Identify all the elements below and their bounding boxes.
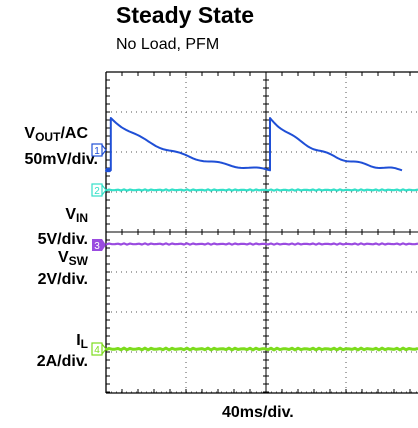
channel-1-scale-label: 50mV/div. bbox=[24, 151, 98, 168]
channel-4-marker-box bbox=[91, 342, 103, 356]
chart-title: Steady State bbox=[116, 2, 255, 28]
chart-subtitle: No Load, PFM bbox=[116, 36, 220, 53]
channel-4-marker-number: 4 bbox=[94, 345, 100, 356]
trace-sw bbox=[105, 242, 418, 246]
channel-2-marker: 2 bbox=[91, 183, 107, 197]
channel-3-scale-label: 2V/div. bbox=[37, 271, 88, 288]
channel-1-marker-number: 1 bbox=[94, 146, 100, 157]
channel-3-marker-number: 3 bbox=[94, 241, 100, 252]
channel-1-name-label: VOUT/AC bbox=[24, 125, 88, 144]
channel-3-marker-box bbox=[92, 239, 102, 251]
channel-3-name-label: VSW bbox=[57, 249, 88, 268]
channel-1-marker-box bbox=[91, 143, 103, 157]
trace-out bbox=[105, 117, 403, 173]
channel-4-name-label: IL bbox=[76, 332, 88, 351]
channel-1-marker: 1 bbox=[91, 143, 107, 157]
channel-markers: 1 2 3 4 bbox=[91, 143, 107, 356]
trace-in bbox=[105, 188, 418, 192]
channel-3-marker-arrow bbox=[102, 239, 106, 251]
channel-2-marker-box bbox=[91, 183, 103, 197]
channel-2-name-label: VIN bbox=[65, 206, 88, 225]
traces bbox=[105, 117, 418, 352]
graticule bbox=[105, 71, 418, 394]
channel-4-marker: 4 bbox=[91, 342, 107, 356]
channel-2-scale-label: 5V/div. bbox=[37, 231, 88, 248]
channel-1-marker-arrow bbox=[101, 144, 107, 156]
trace-l bbox=[105, 346, 418, 352]
x-scale-label: 40ms/div. bbox=[222, 404, 294, 421]
channel-3-marker: 3 bbox=[92, 239, 106, 252]
channel-2-marker-number: 2 bbox=[94, 186, 100, 197]
channel-4-scale-label: 2A/div. bbox=[36, 353, 88, 370]
